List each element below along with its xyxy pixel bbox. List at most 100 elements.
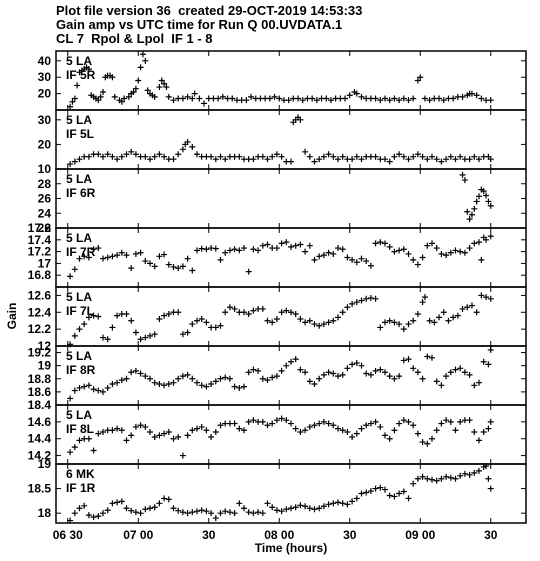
data-point: [452, 475, 459, 482]
y-tick-label: 12.2: [28, 322, 52, 336]
data-point: [100, 334, 106, 341]
data-point: [471, 382, 478, 389]
data-point: [454, 312, 461, 319]
data-point: [353, 90, 360, 97]
data-point: [132, 509, 139, 516]
data-point: [438, 382, 445, 389]
data-point: [424, 475, 431, 482]
data-point: [306, 378, 313, 385]
data-point: [311, 256, 318, 263]
y-tick-label: 18.6: [28, 385, 52, 399]
panel-antenna-label: 5 LA: [66, 172, 92, 186]
data-point: [109, 74, 116, 81]
data-point: [67, 103, 74, 110]
data-point: [104, 151, 111, 158]
data-point: [424, 156, 431, 163]
data-point: [443, 373, 450, 380]
data-point: [95, 430, 102, 437]
data-point: [320, 321, 327, 328]
data-point: [396, 97, 403, 104]
data-point: [170, 97, 177, 104]
data-point: [191, 90, 198, 97]
y-tick-label: 26: [38, 192, 52, 206]
data-point: [421, 95, 428, 102]
data-point: [161, 382, 168, 389]
data-point: [396, 151, 403, 158]
panel-if-label: IF 7R: [66, 245, 96, 259]
data-point: [309, 95, 316, 102]
data-point: [452, 247, 459, 254]
data-point: [349, 361, 356, 368]
data-point: [349, 300, 356, 307]
data-point: [302, 503, 309, 510]
data-point: [259, 510, 266, 517]
data-point: [130, 88, 137, 95]
data-point: [487, 156, 494, 163]
data-point: [410, 422, 417, 429]
data-point: [114, 252, 121, 259]
data-point: [452, 156, 459, 163]
data-point: [179, 95, 186, 102]
data-point: [123, 437, 130, 444]
data-point: [245, 369, 252, 376]
data-point: [196, 95, 203, 102]
data-point: [325, 501, 332, 508]
data-point: [447, 418, 454, 425]
data-point: [320, 371, 327, 378]
data-point: [128, 148, 135, 155]
data-point: [400, 153, 407, 160]
data-point: [400, 326, 407, 333]
y-tick-label: 12: [38, 339, 52, 353]
data-point: [104, 254, 111, 261]
data-point: [137, 249, 144, 256]
data-point: [71, 510, 78, 517]
data-point: [245, 310, 252, 317]
data-point: [100, 153, 106, 160]
data-point: [382, 240, 388, 247]
data-point: [203, 508, 210, 515]
data-point: [245, 418, 252, 425]
data-point: [358, 362, 365, 369]
data-point: [283, 417, 290, 424]
data-point: [217, 322, 224, 329]
data-point: [156, 253, 163, 260]
data-point: [85, 435, 92, 442]
panel-if-label: IF 8R: [66, 363, 96, 377]
data-point: [302, 248, 309, 255]
data-point: [367, 420, 374, 427]
data-point: [201, 100, 208, 107]
data-point: [69, 98, 76, 105]
data-point: [283, 307, 290, 314]
data-point: [236, 500, 243, 507]
data-point: [410, 365, 417, 372]
data-point: [487, 97, 494, 104]
y-tick-label: 14.2: [28, 449, 52, 463]
data-point: [445, 317, 452, 324]
data-point: [67, 161, 74, 168]
y-tick-label: 20: [38, 137, 52, 151]
data-point: [273, 507, 280, 514]
data-point: [208, 381, 215, 388]
data-point: [487, 485, 494, 492]
data-point: [114, 425, 121, 432]
data-point: [476, 239, 482, 246]
data-point: [400, 357, 407, 364]
data-point: [447, 474, 454, 481]
data-point: [175, 151, 182, 158]
data-point: [121, 95, 128, 102]
data-point: [288, 158, 294, 165]
data-point: [306, 505, 313, 512]
data-point: [480, 188, 487, 195]
data-point: [198, 507, 205, 514]
data-point: [241, 505, 247, 512]
data-point: [424, 242, 431, 249]
data-point: [259, 305, 266, 312]
data-point: [179, 509, 186, 516]
data-point: [161, 251, 168, 258]
data-point: [452, 427, 459, 434]
y-tick-label: 18.4: [28, 398, 52, 412]
data-point: [485, 475, 492, 482]
data-point: [377, 366, 384, 373]
data-point: [170, 435, 177, 442]
